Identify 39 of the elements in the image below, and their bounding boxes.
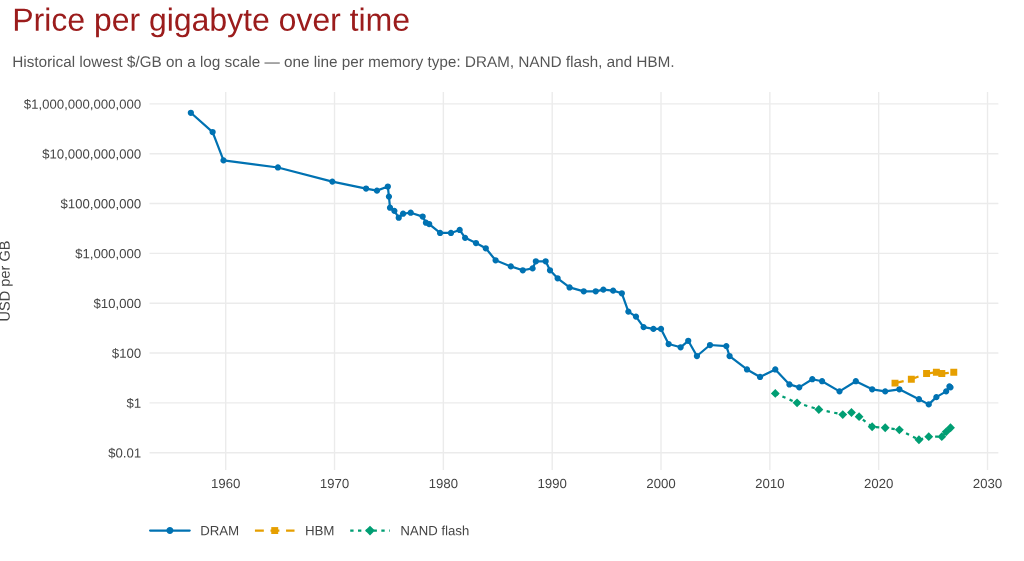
x-tick-label: 1990 [538,478,567,489]
point [854,412,864,422]
y-tick-label: $100,000,000 [60,198,141,211]
y-tick-label: $10,000 [93,298,141,310]
legend-label: HBM [306,526,334,536]
point [847,408,856,417]
x-tick-label: 1960 [212,478,240,489]
point [914,435,924,445]
legend-label: NAND flash [401,525,469,536]
point [937,432,947,442]
point [838,410,848,419]
point [907,375,915,383]
point [946,423,955,433]
point [814,405,824,414]
point [938,370,946,378]
x-tick-label: 1970 [320,478,349,489]
y-tick-label: $1,000,000,000,000 [23,98,141,111]
point [923,370,931,378]
x-tick-label: 2020 [864,478,893,489]
point [770,388,780,398]
y-tick-label: $1 [126,397,141,409]
point [880,423,890,433]
x-tick-label: 2000 [647,478,676,489]
x-tick-label: 1980 [429,478,458,489]
legend-label: DRAM [201,526,239,536]
point [924,432,934,442]
y-tick-label: $10,000,000,000 [42,148,141,161]
point [867,422,877,432]
y-axis-title: USD per GB [0,241,13,321]
y-tick-label: $0.01 [108,447,141,459]
y-tick-label: $1,000,000 [75,248,141,260]
x-tick-label: 2010 [755,478,785,489]
point [792,398,802,408]
y-tick-label: $100 [111,348,141,359]
point [894,425,904,435]
chart-subtitle: Historical lowest $/GB on a log scale — one line per memory type: DRAM, NAND flash, and HBM. [13,55,674,71]
chart-title: Price per gigabyte over time [14,7,409,38]
x-tick-label: 2030 [973,478,1002,489]
point [950,368,958,376]
